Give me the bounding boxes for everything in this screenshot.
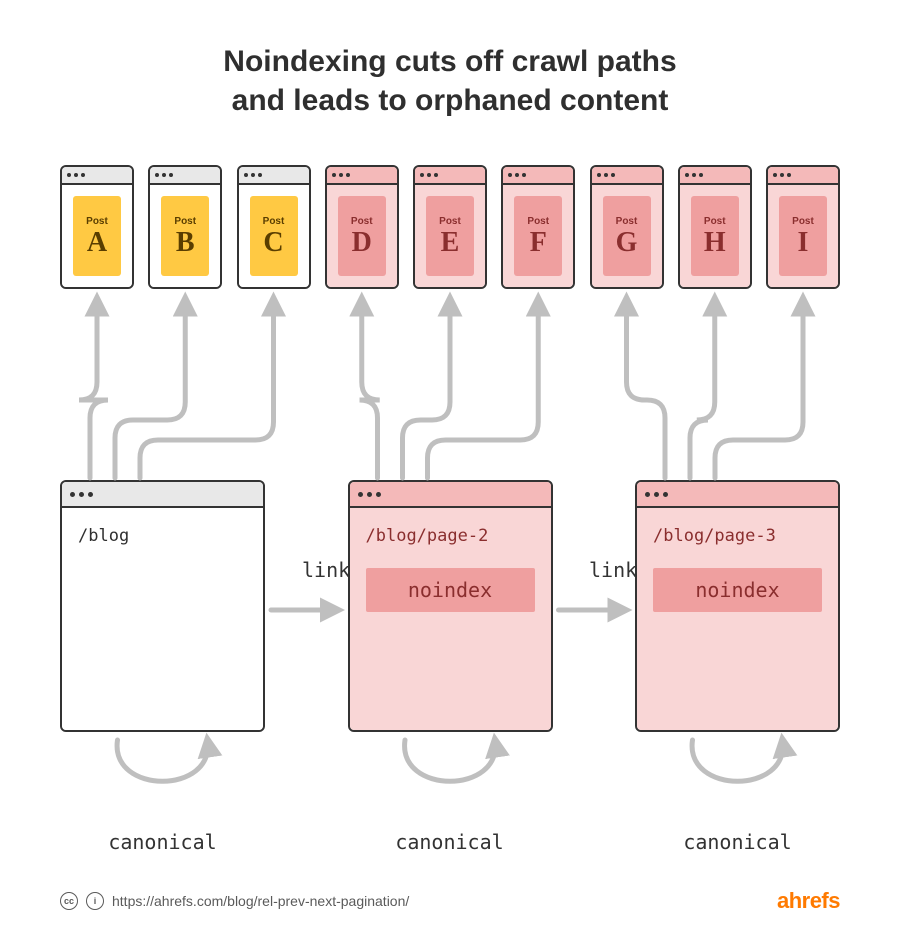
page-titlebar xyxy=(637,482,838,508)
post-inner: Post H xyxy=(691,196,739,276)
post-label: Post xyxy=(439,216,461,227)
brand-logo: ahrefs xyxy=(777,888,840,914)
post-titlebar xyxy=(680,167,750,185)
footer: cc i https://ahrefs.com/blog/rel-prev-ne… xyxy=(60,888,840,914)
link-label-2: link xyxy=(589,558,637,582)
diagram-canvas: Noindexing cuts off crawl paths and lead… xyxy=(0,0,900,942)
post-body: Post B xyxy=(150,185,220,287)
post-card-e: Post E xyxy=(413,165,487,289)
page-titlebar xyxy=(62,482,263,508)
post-inner: Post D xyxy=(338,196,386,276)
post-label: Post xyxy=(351,216,373,227)
arrows-layer xyxy=(0,0,900,942)
post-inner: Post C xyxy=(250,196,298,276)
post-card-f: Post F xyxy=(501,165,575,289)
post-inner: Post F xyxy=(514,196,562,276)
post-titlebar xyxy=(415,167,485,185)
post-titlebar xyxy=(592,167,662,185)
page-card-0: /blog xyxy=(60,480,265,732)
post-letter: A xyxy=(87,229,107,257)
page-path: /blog/page-3 xyxy=(653,526,822,546)
cc-icon: cc xyxy=(60,892,78,910)
post-letter: C xyxy=(263,229,283,257)
page-body: /blog/page-2 noindex xyxy=(350,508,551,730)
post-label: Post xyxy=(527,216,549,227)
pages-row: /blog/blog/page-2 noindex/blog/page-3 noin… xyxy=(60,480,840,732)
post-inner: Post I xyxy=(779,196,827,276)
post-card-a: Post A xyxy=(60,165,134,289)
post-card-c: Post C xyxy=(237,165,311,289)
posts-row: Post A Post B Post C Post D Post E Post F Post G Post H… xyxy=(60,165,840,289)
noindex-badge: noindex xyxy=(653,568,822,612)
post-body: Post H xyxy=(680,185,750,287)
post-inner: Post B xyxy=(161,196,209,276)
post-letter: I xyxy=(798,229,809,257)
post-inner: Post G xyxy=(603,196,651,276)
canonical-label-3: canonical xyxy=(635,830,840,854)
post-card-d: Post D xyxy=(325,165,399,289)
post-body: Post F xyxy=(503,185,573,287)
post-letter: B xyxy=(176,229,195,257)
title-line-1: Noindexing cuts off crawl paths xyxy=(223,45,676,78)
post-titlebar xyxy=(327,167,397,185)
footer-left: cc i https://ahrefs.com/blog/rel-prev-ne… xyxy=(60,892,409,910)
page-card-1: /blog/page-2 noindex xyxy=(348,480,553,732)
post-letter: F xyxy=(530,229,547,257)
post-label: Post xyxy=(792,216,814,227)
post-titlebar xyxy=(239,167,309,185)
post-label: Post xyxy=(86,216,108,227)
post-body: Post C xyxy=(239,185,309,287)
post-label: Post xyxy=(174,216,196,227)
page-path: /blog/page-2 xyxy=(366,526,535,546)
page-path: /blog xyxy=(78,526,247,546)
page-titlebar xyxy=(350,482,551,508)
page-body: /blog xyxy=(62,508,263,730)
post-label: Post xyxy=(616,216,638,227)
post-letter: E xyxy=(441,229,460,257)
post-titlebar xyxy=(768,167,838,185)
canonical-label-1: canonical xyxy=(60,830,265,854)
post-titlebar xyxy=(62,167,132,185)
post-letter: G xyxy=(616,229,638,257)
post-letter: H xyxy=(704,229,726,257)
footer-url: https://ahrefs.com/blog/rel-prev-next-pa… xyxy=(112,893,409,909)
post-letter: D xyxy=(352,229,372,257)
attribution-icon: i xyxy=(86,892,104,910)
page-body: /blog/page-3 noindex xyxy=(637,508,838,730)
title-line-2: and leads to orphaned content xyxy=(232,84,669,117)
post-body: Post D xyxy=(327,185,397,287)
post-label: Post xyxy=(704,216,726,227)
post-body: Post E xyxy=(415,185,485,287)
post-body: Post G xyxy=(592,185,662,287)
post-titlebar xyxy=(150,167,220,185)
canonical-label-2: canonical xyxy=(347,830,552,854)
post-card-h: Post H xyxy=(678,165,752,289)
diagram-title: Noindexing cuts off crawl paths and lead… xyxy=(0,42,900,120)
noindex-badge: noindex xyxy=(366,568,535,612)
post-label: Post xyxy=(263,216,285,227)
post-card-g: Post G xyxy=(590,165,664,289)
post-inner: Post E xyxy=(426,196,474,276)
post-card-b: Post B xyxy=(148,165,222,289)
page-card-2: /blog/page-3 noindex xyxy=(635,480,840,732)
post-card-i: Post I xyxy=(766,165,840,289)
link-label-1: link xyxy=(302,558,350,582)
post-body: Post I xyxy=(768,185,838,287)
post-body: Post A xyxy=(62,185,132,287)
post-titlebar xyxy=(503,167,573,185)
post-inner: Post A xyxy=(73,196,121,276)
